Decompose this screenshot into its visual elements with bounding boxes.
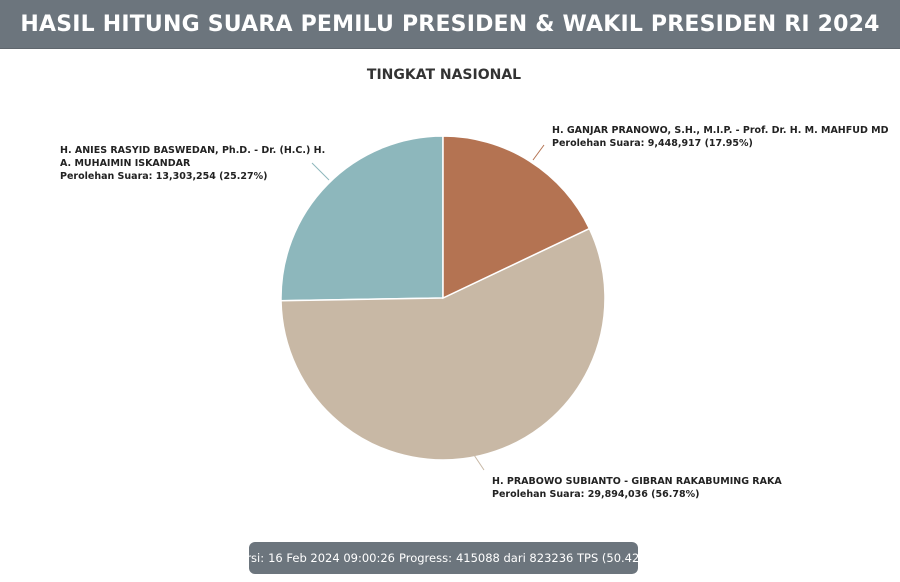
- label-connector: [532, 144, 545, 161]
- progress-label: Progress:: [399, 551, 452, 565]
- label-connector: [469, 448, 485, 471]
- version-label: Versi:: [232, 551, 265, 565]
- pie-slice[interactable]: [280, 135, 444, 302]
- slice-value-label: Perolehan Suara: 29,894,036 (56.78%): [492, 489, 699, 500]
- slice-value-label: Perolehan Suara: 9,448,917 (17.95%): [552, 138, 753, 149]
- slice-name-label: H. PRABOWO SUBIANTO - GIBRAN RAKABUMING …: [492, 476, 782, 487]
- pie-slice[interactable]: [442, 135, 591, 300]
- page-title: HASIL HITUNG SUARA PEMILU PRESIDEN & WAK…: [20, 11, 880, 37]
- version-progress-badge: Versi: 16 Feb 2024 09:00:26 Progress: 41…: [232, 542, 655, 574]
- version-value: 16 Feb 2024 09:00:26: [268, 551, 395, 565]
- slice-name-label: A. MUHAIMIN ISKANDAR: [60, 158, 191, 169]
- slice-name-label: H. ANIES RASYID BASWEDAN, Ph.D. - Dr. (H…: [60, 145, 325, 156]
- chart-title: TINGKAT NASIONAL: [366, 67, 522, 83]
- slice-value-label: Perolehan Suara: 13,303,254 (25.27%): [60, 171, 267, 182]
- pie-slice[interactable]: [280, 227, 606, 461]
- slice-name-label: H. GANJAR PRANOWO, S.H., M.I.P. - Prof. …: [552, 125, 889, 136]
- page-header: HASIL HITUNG SUARA PEMILU PRESIDEN & WAK…: [0, 0, 900, 49]
- progress-value: 415088 dari 823236 TPS (50.42%): [455, 551, 655, 565]
- label-connector: [311, 162, 330, 181]
